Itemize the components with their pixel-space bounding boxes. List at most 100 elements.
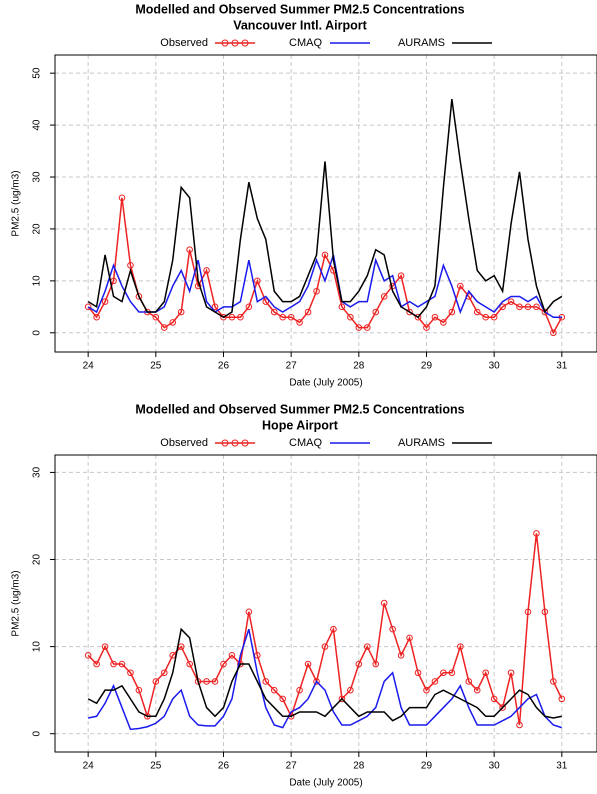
data-point [220, 313, 227, 321]
x-tick-label: 27 [286, 761, 298, 772]
data-point [550, 329, 557, 337]
legend-label: Observed [160, 37, 208, 49]
data-point [558, 695, 566, 703]
data-point [160, 669, 168, 677]
x-tick-label: 26 [218, 761, 230, 772]
data-point [431, 313, 439, 321]
legend-label: CMAQ [289, 437, 322, 449]
data-point [330, 625, 337, 633]
data-point [118, 194, 126, 202]
data-point [355, 324, 363, 331]
data-point [490, 695, 498, 703]
x-axis-label: Date (July 2005) [289, 778, 362, 789]
data-point [363, 324, 371, 331]
data-point [237, 313, 244, 321]
x-tick-label: 29 [421, 361, 433, 372]
x-tick-label: 25 [150, 761, 162, 772]
data-point [347, 313, 354, 321]
data-point [406, 634, 413, 642]
data-point [363, 643, 371, 650]
data-point [211, 678, 219, 685]
data-point [262, 678, 270, 685]
data-point [482, 313, 489, 321]
x-axis-label: Date (July 2005) [289, 378, 362, 389]
data-point [541, 608, 549, 616]
chart-title: Modelled and Observed Summer PM2.5 Conce… [135, 2, 464, 16]
y-tick-label: 20 [32, 223, 43, 235]
data-point [186, 246, 193, 254]
data-point [457, 643, 464, 650]
x-tick-label: 24 [83, 361, 95, 372]
chart-subtitle: Hope Airport [262, 418, 339, 432]
data-point [313, 678, 320, 685]
x-tick-label: 30 [489, 361, 501, 372]
data-point [152, 313, 160, 321]
plot-frame [54, 454, 597, 753]
y-tick-label: 10 [32, 641, 43, 653]
data-point [93, 660, 100, 668]
data-point [338, 303, 346, 311]
x-tick-label: 31 [556, 361, 568, 372]
data-point [541, 308, 549, 316]
data-point [533, 303, 540, 311]
x-tick-label: 25 [150, 361, 162, 372]
x-tick-label: 27 [286, 361, 298, 372]
data-point [414, 313, 422, 321]
data-point [101, 298, 109, 305]
x-tick-label: 24 [83, 761, 95, 772]
data-point [397, 652, 405, 659]
data-point [287, 313, 295, 321]
data-point [499, 303, 506, 311]
data-point [465, 678, 473, 685]
data-point [228, 652, 236, 659]
y-tick-label: 0 [32, 330, 43, 336]
data-point [203, 267, 210, 274]
data-point [220, 660, 227, 668]
data-point [101, 643, 109, 650]
data-point [499, 704, 506, 711]
legend-label: AURAMS [398, 437, 445, 449]
x-tick-label: 31 [556, 761, 568, 772]
data-point [524, 608, 532, 616]
legend-label: AURAMS [398, 37, 445, 49]
data-point [211, 303, 219, 311]
legend-marker [241, 439, 249, 447]
data-point [440, 669, 447, 677]
data-point [270, 308, 278, 316]
data-point [448, 308, 456, 316]
y-axis-label: PM2.5 (ug/m3) [11, 570, 22, 636]
data-point [397, 272, 405, 279]
data-point [516, 303, 523, 311]
series-line [87, 627, 562, 722]
data-point [186, 660, 193, 668]
data-point [160, 324, 168, 331]
data-point [380, 599, 388, 607]
data-point [254, 277, 261, 285]
y-tick-label: 10 [32, 275, 43, 287]
data-point [482, 669, 489, 677]
data-point [313, 287, 320, 295]
data-point [177, 308, 185, 316]
data-point [245, 608, 253, 616]
data-point [127, 669, 134, 677]
series-line [87, 533, 563, 726]
data-point [321, 251, 329, 259]
data-point [507, 298, 515, 305]
data-point [228, 313, 236, 321]
data-point [203, 678, 210, 685]
legend-marker [231, 439, 239, 447]
y-tick-label: 40 [32, 119, 43, 131]
data-point [279, 313, 286, 321]
y-axis-label: PM2.5 (ug/m3) [11, 170, 22, 236]
data-point [414, 669, 422, 677]
data-point [304, 660, 312, 668]
data-point [372, 660, 380, 668]
legend-label: Observed [160, 437, 208, 449]
data-point [440, 319, 447, 326]
x-tick-label: 26 [218, 361, 230, 372]
series-line [88, 628, 563, 731]
data-point [380, 293, 388, 300]
data-point [355, 660, 363, 668]
